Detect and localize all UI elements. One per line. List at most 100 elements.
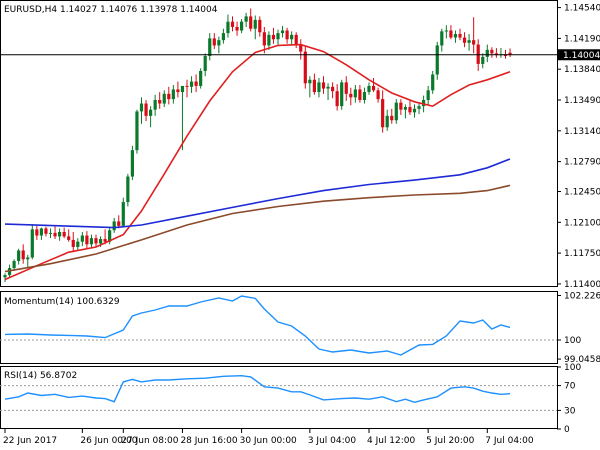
- candle-body[interactable]: [58, 232, 62, 237]
- candle-body[interactable]: [299, 44, 303, 52]
- candle-body[interactable]: [321, 82, 326, 89]
- candle-body[interactable]: [26, 257, 30, 260]
- candle-body[interactable]: [476, 44, 480, 64]
- candle-body[interactable]: [112, 221, 116, 231]
- candle-body[interactable]: [344, 82, 348, 94]
- candle-body[interactable]: [208, 38, 212, 56]
- candle-body[interactable]: [467, 40, 471, 43]
- candle-body[interactable]: [17, 250, 21, 262]
- candle-body[interactable]: [108, 230, 112, 242]
- candle-body[interactable]: [162, 93, 166, 104]
- candle-body[interactable]: [326, 86, 330, 89]
- candle-body[interactable]: [185, 85, 189, 87]
- candle-body[interactable]: [312, 79, 316, 93]
- candle-body[interactable]: [481, 56, 485, 64]
- candle-body[interactable]: [262, 32, 266, 46]
- candle-body[interactable]: [458, 34, 462, 38]
- candle-body[interactable]: [67, 236, 71, 240]
- candle-body[interactable]: [303, 51, 307, 84]
- candle-body[interactable]: [294, 34, 298, 45]
- candle-body[interactable]: [422, 100, 426, 107]
- candle-body[interactable]: [144, 103, 148, 116]
- candle-body[interactable]: [53, 232, 57, 237]
- candle-body[interactable]: [149, 109, 153, 116]
- candle-body[interactable]: [121, 202, 125, 226]
- candle-body[interactable]: [80, 235, 84, 242]
- candle-body[interactable]: [35, 229, 39, 236]
- candle-body[interactable]: [249, 16, 253, 29]
- candle-body[interactable]: [221, 33, 225, 41]
- candle-body[interactable]: [331, 86, 335, 92]
- candle-body[interactable]: [21, 250, 25, 260]
- candle-body[interactable]: [449, 30, 453, 38]
- candle-body[interactable]: [462, 37, 467, 43]
- candle-body[interactable]: [130, 150, 134, 177]
- candle-body[interactable]: [453, 34, 458, 38]
- candle-body[interactable]: [376, 90, 380, 100]
- candle-body[interactable]: [253, 19, 257, 29]
- candle-body[interactable]: [44, 228, 48, 234]
- candle-body[interactable]: [30, 229, 34, 258]
- candle-body[interactable]: [171, 89, 175, 100]
- candle-body[interactable]: [435, 45, 439, 75]
- candle-body[interactable]: [335, 91, 339, 107]
- candle-body[interactable]: [199, 70, 203, 86]
- candle-body[interactable]: [317, 82, 321, 93]
- candle-body[interactable]: [308, 79, 312, 84]
- candle-body[interactable]: [48, 232, 53, 234]
- candle-body[interactable]: [139, 103, 144, 112]
- candle-body[interactable]: [167, 93, 171, 100]
- candle-body[interactable]: [226, 21, 230, 34]
- candle-body[interactable]: [230, 21, 235, 27]
- candle-body[interactable]: [381, 99, 385, 128]
- candle-body[interactable]: [276, 33, 280, 40]
- candle-body[interactable]: [444, 30, 448, 32]
- candle-body[interactable]: [176, 89, 180, 93]
- candle-body[interactable]: [367, 85, 371, 93]
- candle-body[interactable]: [290, 34, 294, 40]
- candle-body[interactable]: [431, 74, 435, 91]
- candle-body[interactable]: [285, 30, 289, 40]
- candle-body[interactable]: [39, 228, 43, 236]
- candle-body[interactable]: [71, 239, 75, 247]
- candle-body[interactable]: [412, 108, 417, 113]
- candle-body[interactable]: [126, 176, 130, 203]
- candle-body[interactable]: [358, 89, 362, 100]
- candle-body[interactable]: [399, 102, 403, 110]
- candle-body[interactable]: [353, 89, 357, 98]
- candle-body[interactable]: [62, 232, 66, 237]
- candle-body[interactable]: [508, 52, 512, 55]
- candle-body[interactable]: [12, 261, 16, 269]
- candle-body[interactable]: [426, 90, 430, 100]
- candle-body[interactable]: [194, 81, 198, 86]
- candle-body[interactable]: [340, 82, 344, 107]
- candle-body[interactable]: [94, 238, 98, 244]
- candle-body[interactable]: [189, 81, 194, 87]
- candle-body[interactable]: [85, 235, 89, 245]
- candle-body[interactable]: [244, 16, 248, 22]
- candle-body[interactable]: [3, 275, 7, 278]
- candle-body[interactable]: [258, 19, 262, 33]
- candle-body[interactable]: [89, 238, 94, 245]
- candle-body[interactable]: [349, 93, 353, 98]
- candle-body[interactable]: [494, 53, 498, 56]
- candle-body[interactable]: [472, 40, 476, 45]
- candle-body[interactable]: [158, 100, 162, 104]
- candle-body[interactable]: [440, 31, 444, 46]
- candle-body[interactable]: [403, 107, 407, 110]
- candle-body[interactable]: [103, 239, 107, 242]
- candle-body[interactable]: [362, 92, 367, 100]
- candle-body[interactable]: [280, 30, 285, 34]
- candle-body[interactable]: [490, 49, 494, 54]
- candle-body[interactable]: [485, 49, 489, 57]
- candle-body[interactable]: [180, 85, 185, 93]
- candle-body[interactable]: [385, 115, 389, 128]
- candle-body[interactable]: [98, 239, 103, 244]
- candle-body[interactable]: [271, 34, 276, 40]
- candle-body[interactable]: [135, 111, 139, 151]
- candle-body[interactable]: [390, 115, 394, 121]
- candle-body[interactable]: [394, 102, 398, 121]
- candle-body[interactable]: [267, 34, 271, 46]
- candle-body[interactable]: [153, 100, 157, 110]
- candle-body[interactable]: [212, 38, 216, 46]
